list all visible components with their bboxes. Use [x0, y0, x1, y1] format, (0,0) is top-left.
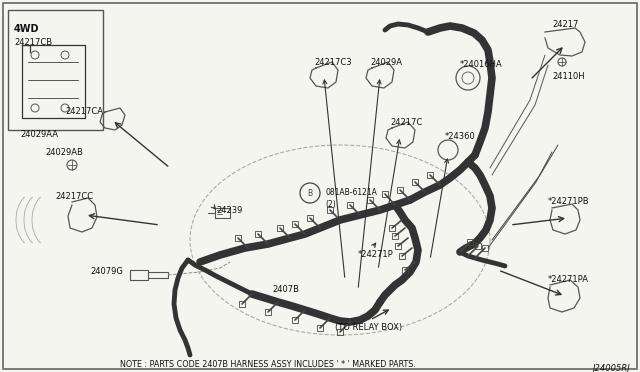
Bar: [265, 309, 271, 315]
Bar: [292, 221, 298, 227]
Bar: [475, 243, 481, 249]
Text: *24271PB: *24271PB: [548, 197, 589, 206]
Text: B: B: [307, 189, 312, 198]
Text: NOTE : PARTS CODE 2407B HARNESS ASSY INCLUDES ' * ' MARKED PARTS.: NOTE : PARTS CODE 2407B HARNESS ASSY INC…: [120, 360, 416, 369]
Bar: [235, 235, 241, 241]
Bar: [467, 239, 473, 245]
Text: *24016HA: *24016HA: [460, 60, 503, 69]
Bar: [292, 317, 298, 323]
Bar: [397, 187, 403, 193]
Text: 24217CB: 24217CB: [14, 38, 52, 47]
Bar: [389, 225, 395, 231]
Text: 24217C: 24217C: [390, 118, 422, 127]
Text: *24271P: *24271P: [358, 250, 394, 259]
Text: 4WD: 4WD: [14, 24, 40, 34]
Text: 081AB-6121A: 081AB-6121A: [325, 188, 377, 197]
Text: 24217CC: 24217CC: [55, 192, 93, 201]
Bar: [8, 10, 103, 130]
Bar: [317, 325, 323, 331]
Text: 24029AA: 24029AA: [20, 130, 58, 139]
Text: 24239: 24239: [216, 206, 243, 215]
Bar: [327, 207, 333, 213]
Bar: [399, 253, 405, 259]
Bar: [239, 301, 245, 307]
Text: 24079G: 24079G: [90, 267, 123, 276]
Bar: [402, 267, 408, 273]
Bar: [392, 233, 398, 239]
Text: 2407B: 2407B: [272, 285, 299, 294]
Text: *24271PA: *24271PA: [548, 275, 589, 284]
Text: *24360: *24360: [445, 132, 476, 141]
Bar: [367, 197, 373, 203]
Bar: [307, 215, 313, 221]
Text: 24029AB: 24029AB: [45, 148, 83, 157]
Text: 24217: 24217: [552, 20, 579, 29]
Bar: [277, 225, 283, 231]
Text: J24005RJ: J24005RJ: [592, 364, 630, 372]
Bar: [347, 202, 353, 208]
Bar: [382, 191, 388, 197]
Bar: [427, 172, 433, 178]
Bar: [395, 243, 401, 249]
Text: 24217C3: 24217C3: [314, 58, 351, 67]
Bar: [412, 179, 418, 185]
Text: 24217CA: 24217CA: [65, 107, 103, 116]
Text: 24110H: 24110H: [552, 72, 584, 81]
Bar: [482, 245, 488, 251]
Text: (2): (2): [325, 200, 336, 209]
Bar: [337, 329, 343, 335]
Text: (TO RELAY BOX): (TO RELAY BOX): [335, 323, 402, 332]
Bar: [255, 231, 261, 237]
Text: 24029A: 24029A: [370, 58, 402, 67]
